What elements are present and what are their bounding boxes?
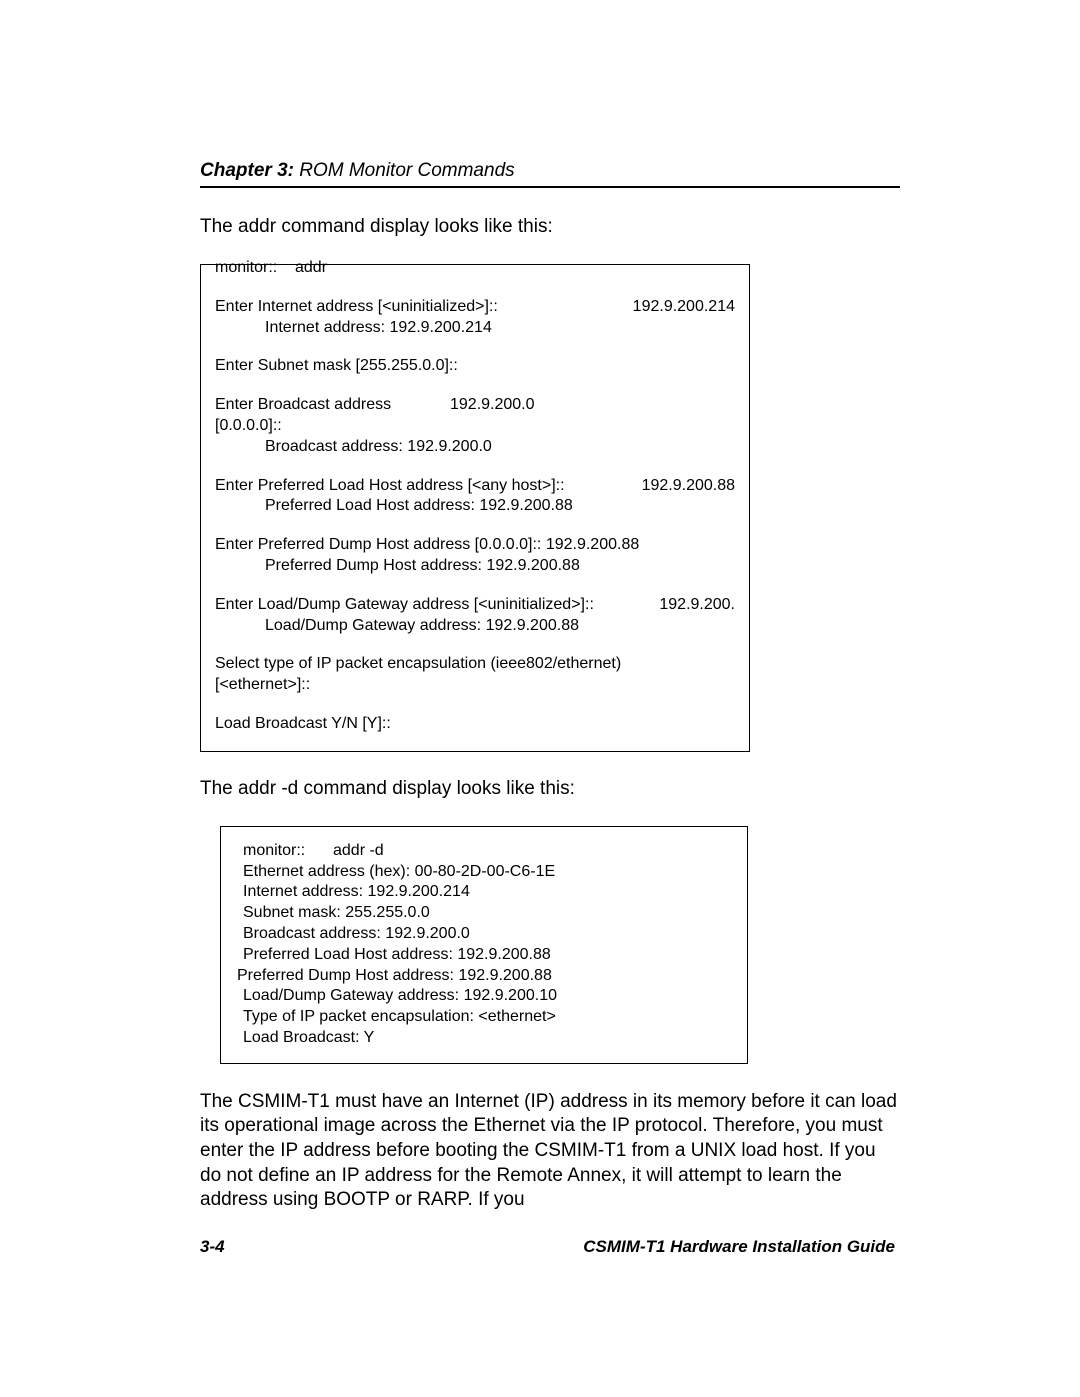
para-text-b: must: [841, 1115, 882, 1136]
gateway-input: 192.9.200.: [659, 595, 735, 616]
subnet-mask-line: Subnet mask: 255.255.0.0: [243, 903, 733, 924]
dump-host-result: Preferred Dump Host address: 192.9.200.8…: [215, 556, 735, 577]
preferred-load-host-line: Preferred Load Host address: 192.9.200.8…: [243, 945, 733, 966]
page-footer: 3-4 CSMIM-T1 Hardware Installation Guide: [200, 1237, 895, 1257]
load-host-prompt: Enter Preferred Load Host address [<any …: [215, 476, 565, 497]
encapsulation-prompt-line2: [<ethernet>]::: [215, 675, 735, 696]
intro-line-1: The addr command display looks like this…: [200, 216, 900, 238]
monitor-command: addr: [295, 258, 327, 279]
internet-address-prompt: Enter Internet address [<uninitialized>]…: [215, 297, 498, 318]
broadcast-input: 192.9.200.0: [450, 395, 535, 437]
body-paragraph: The CSMIM-T1 must have an Internet (IP) …: [200, 1090, 900, 1213]
intro1-text-a: The: [200, 216, 238, 237]
chapter-title: ROM Monitor Commands: [294, 160, 515, 181]
chapter-label: Chapter 3:: [200, 160, 294, 181]
chapter-header: Chapter 3: ROM Monitor Commands: [200, 160, 900, 188]
ethernet-address-line: Ethernet address (hex): 00-80-2D-00-C6-1…: [243, 862, 733, 883]
monitor-prompt: monitor::: [215, 258, 295, 279]
internet-address-result: Internet address: 192.9.200.214: [215, 318, 735, 339]
addr-d-command-output-box: monitor:: addr -d Ethernet address (hex)…: [220, 826, 748, 1064]
broadcast-prompt: Enter Broadcast address [0.0.0.0]::: [215, 395, 450, 437]
preferred-dump-host-line: Preferred Dump Host address: 192.9.200.8…: [237, 966, 733, 987]
load-broadcast-prompt: Load Broadcast Y/N [Y]::: [215, 696, 735, 735]
load-host-input: 192.9.200.88: [642, 476, 735, 497]
para-text-a: The CSMIM-T1 must have an Internet (IP) …: [200, 1091, 897, 1137]
monitor-command-2: addr -d: [333, 841, 384, 862]
intro-line-2: The addr -d command display looks like t…: [200, 778, 900, 800]
gateway-prompt: Enter Load/Dump Gateway address [<uninit…: [215, 595, 594, 616]
load-host-result: Preferred Load Host address: 192.9.200.8…: [215, 496, 735, 517]
load-host-prompt-row: Enter Preferred Load Host address [<any …: [215, 458, 735, 497]
load-broadcast-line: Load Broadcast: Y: [243, 1028, 733, 1049]
monitor-prompt-row-2: monitor:: addr -d: [243, 841, 733, 862]
para-text-c: enter the IP address before booting the …: [200, 1140, 876, 1210]
encapsulation-prompt-line1: Select type of IP packet encapsulation (…: [215, 636, 735, 675]
encapsulation-line: Type of IP packet encapsulation: <ethern…: [243, 1007, 733, 1028]
intro2-cmd: addr -d: [238, 778, 298, 799]
load-dump-gateway-line: Load/Dump Gateway address: 192.9.200.10: [243, 986, 733, 1007]
intro1-text-c: command display looks like this:: [276, 216, 553, 237]
broadcast-result: Broadcast address: 192.9.200.0: [215, 437, 735, 458]
monitor-prompt-2: monitor::: [243, 841, 333, 862]
gateway-prompt-row: Enter Load/Dump Gateway address [<uninit…: [215, 577, 735, 616]
monitor-prompt-row: monitor:: addr: [215, 258, 735, 279]
subnet-mask-prompt: Enter Subnet mask [255.255.0.0]::: [215, 338, 735, 377]
page-number: 3-4: [200, 1237, 225, 1257]
gateway-result: Load/Dump Gateway address: 192.9.200.88: [215, 616, 735, 637]
internet-address-prompt-row: Enter Internet address [<uninitialized>]…: [215, 279, 735, 318]
document-page: Chapter 3: ROM Monitor Commands The addr…: [0, 0, 1080, 1397]
intro2-text-a: The: [200, 778, 238, 799]
broadcast-prompt-row: Enter Broadcast address [0.0.0.0]:: 192.…: [215, 377, 735, 437]
dump-host-prompt: Enter Preferred Dump Host address [0.0.0…: [215, 517, 735, 556]
broadcast-address-line: Broadcast address: 192.9.200.0: [243, 924, 733, 945]
addr-command-output-box: monitor:: addr Enter Internet address [<…: [200, 264, 750, 752]
footer-title: CSMIM-T1 Hardware Installation Guide: [583, 1237, 895, 1257]
internet-address-input: 192.9.200.214: [633, 297, 735, 318]
intro2-text-c: command display looks like this:: [298, 778, 575, 799]
internet-address-line: Internet address: 192.9.200.214: [243, 882, 733, 903]
intro1-cmd: addr: [238, 216, 276, 237]
